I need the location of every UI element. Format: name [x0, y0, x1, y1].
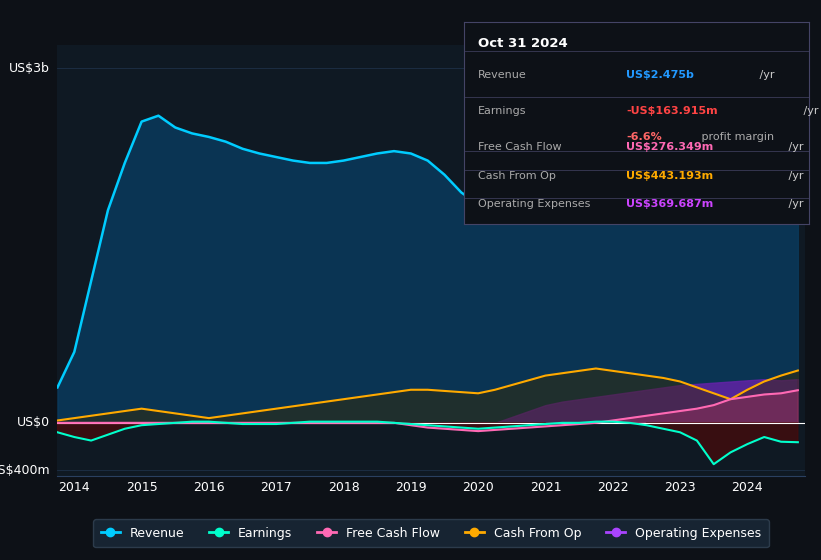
Text: -6.6%: -6.6%: [626, 132, 662, 142]
Text: Oct 31 2024: Oct 31 2024: [478, 36, 567, 49]
Text: /yr: /yr: [785, 199, 804, 209]
Text: Operating Expenses: Operating Expenses: [478, 199, 590, 209]
Text: Revenue: Revenue: [478, 70, 526, 80]
Text: -US$163.915m: -US$163.915m: [626, 106, 718, 116]
Text: Cash From Op: Cash From Op: [478, 171, 556, 181]
Text: Earnings: Earnings: [478, 106, 526, 116]
Text: Free Cash Flow: Free Cash Flow: [478, 142, 562, 152]
Text: US$0: US$0: [17, 416, 50, 430]
Text: US$443.193m: US$443.193m: [626, 171, 713, 181]
Text: /yr: /yr: [800, 106, 819, 116]
Text: US$2.475b: US$2.475b: [626, 70, 694, 80]
Text: /yr: /yr: [785, 171, 804, 181]
Legend: Revenue, Earnings, Free Cash Flow, Cash From Op, Operating Expenses: Revenue, Earnings, Free Cash Flow, Cash …: [94, 519, 768, 547]
Text: -US$400m: -US$400m: [0, 464, 50, 477]
Text: /yr: /yr: [756, 70, 775, 80]
Text: US$276.349m: US$276.349m: [626, 142, 713, 152]
Text: /yr: /yr: [785, 142, 804, 152]
Text: US$3b: US$3b: [9, 62, 50, 75]
Text: US$369.687m: US$369.687m: [626, 199, 713, 209]
Text: profit margin: profit margin: [699, 132, 774, 142]
